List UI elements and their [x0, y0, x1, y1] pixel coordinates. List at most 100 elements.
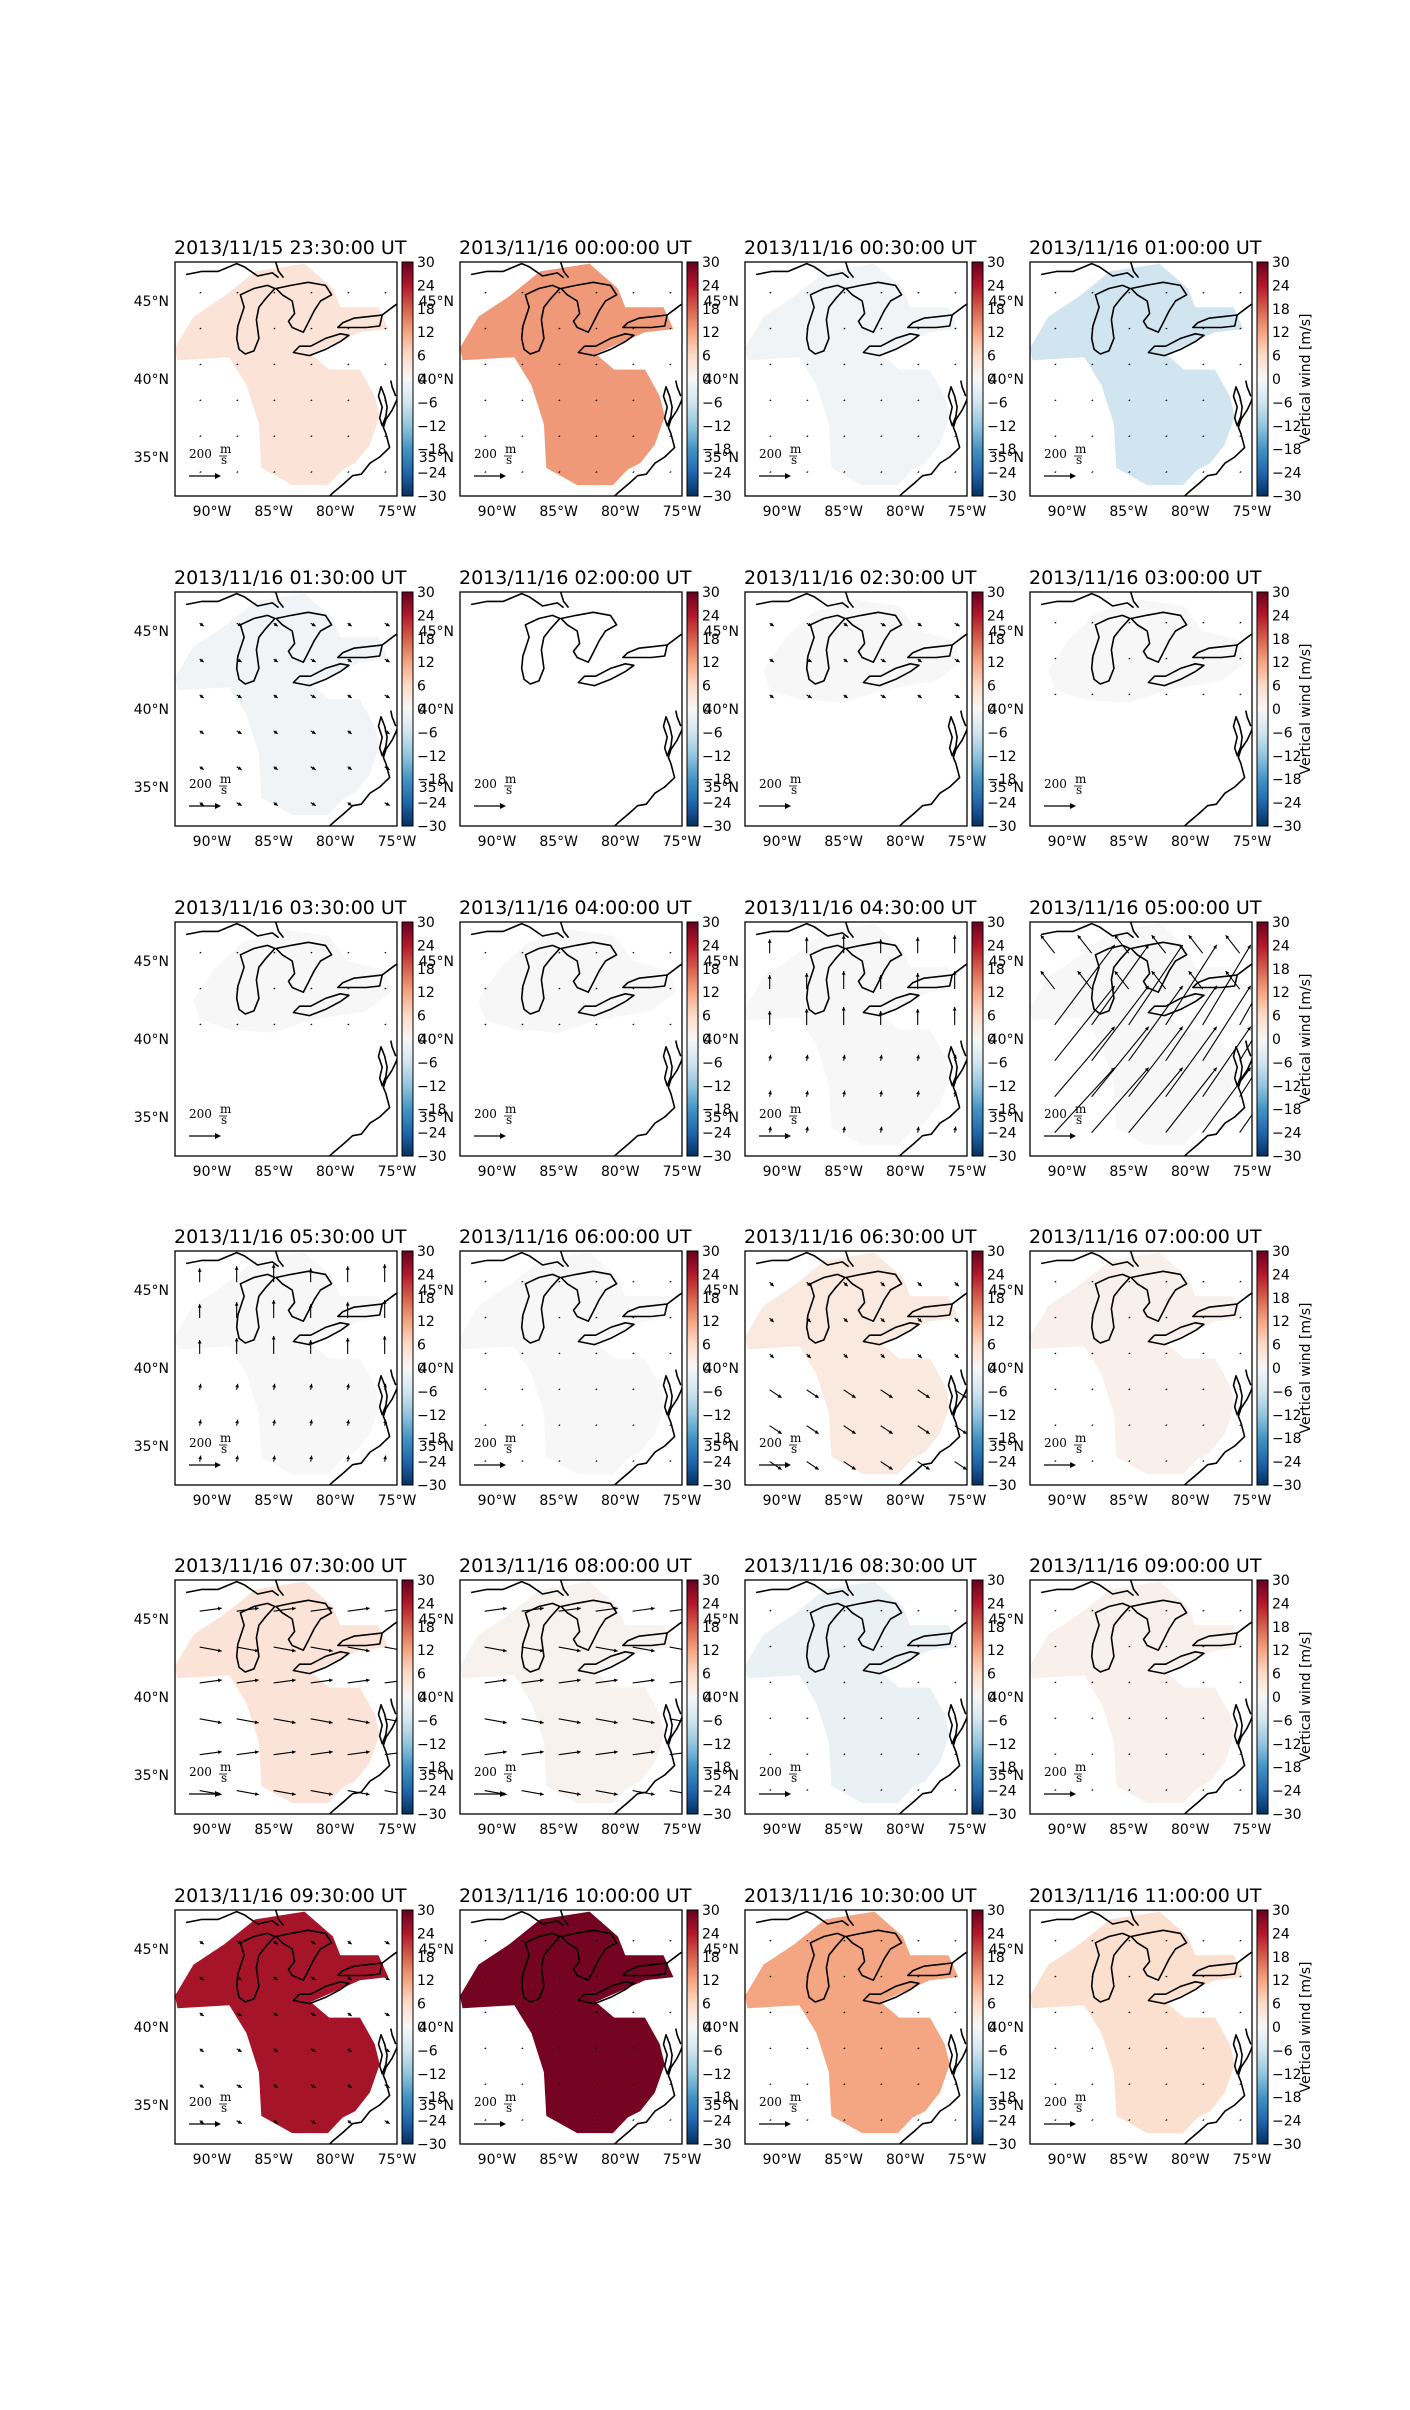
- wind-arrow-head: [235, 1419, 239, 1424]
- map-area: [175, 592, 397, 826]
- coastline-erie: [577, 333, 635, 357]
- wind-arrow: [1054, 399, 1057, 402]
- vertical-wind-region: [460, 263, 674, 486]
- wind-arrow-head: [308, 1339, 313, 1344]
- x-tick-label: 90°W: [1048, 1822, 1087, 1838]
- y-tick-label: 40°N: [419, 1032, 454, 1048]
- colorbar-tick-label: 12: [702, 655, 720, 671]
- wind-arrow: [1091, 1789, 1094, 1792]
- wind-arrow: [236, 1679, 259, 1684]
- colorbar-tick-label: 30: [417, 585, 435, 601]
- wind-arrow: [843, 435, 846, 438]
- y-tick-label: 35°N: [704, 1768, 739, 1784]
- wind-arrow-head: [1225, 971, 1230, 976]
- wind-arrow: [347, 327, 350, 330]
- wind-arrow-head: [1144, 1067, 1149, 1072]
- wind-arrow-head: [311, 2012, 316, 2016]
- wind-arrow-head: [273, 2048, 278, 2052]
- wind-arrow-head: [347, 1976, 352, 1981]
- wind-arrow: [484, 2119, 487, 2122]
- quiver-key-unit: m: [505, 1760, 517, 1774]
- colorbar: [401, 1909, 414, 2145]
- wind-arrow: [669, 1975, 672, 1978]
- y-tick-label: 40°N: [989, 1032, 1024, 1048]
- wind-arrow: [1202, 471, 1205, 474]
- colorbar-tick-label: 6: [987, 1667, 996, 1683]
- wind-arrow-head: [650, 1678, 655, 1683]
- wind-arrow: [595, 2119, 598, 2122]
- y-tick-label: 35°N: [134, 1768, 169, 1784]
- wind-arrow: [1225, 934, 1241, 954]
- coastline-delaware: [1245, 1698, 1252, 1715]
- colorbar-tick-label: 12: [417, 655, 435, 671]
- coastline-erie: [1147, 1322, 1205, 1346]
- wind-arrow: [954, 291, 957, 294]
- quiver-key-unit: s: [506, 1442, 512, 1456]
- quiver-key-unit: s: [1076, 1442, 1082, 1456]
- wind-arrow: [880, 1717, 883, 1720]
- wind-arrow-head: [879, 1054, 883, 1059]
- y-tick-label: 40°N: [134, 702, 169, 718]
- axes-frame: [459, 591, 683, 827]
- wind-arrow: [1202, 1460, 1205, 1463]
- wind-arrow: [669, 1023, 672, 1026]
- wind-arrow: [669, 2119, 672, 2122]
- y-tick-label: 45°N: [134, 624, 169, 640]
- colorbar-tick-label: −6: [987, 395, 1008, 411]
- wind-arrow: [236, 435, 239, 438]
- quiver-key-arrow-head: [215, 803, 221, 809]
- colorbar-tick-label: −30: [702, 2137, 732, 2153]
- wind-arrow-head: [878, 975, 883, 979]
- wind-arrow-head: [1213, 985, 1217, 990]
- colorbar-tick-label: 24: [702, 938, 720, 954]
- wind-arrow: [1091, 1352, 1094, 1355]
- wind-arrows: [769, 1281, 967, 1471]
- x-tick-label: 75°W: [948, 504, 987, 520]
- colorbar-tick-label: 6: [417, 1667, 426, 1683]
- vertical-wind-region: [1030, 1581, 1244, 1804]
- wind-arrow: [1165, 1424, 1168, 1427]
- colorbar-tick-label: −6: [1272, 1384, 1293, 1400]
- wind-arrow-head: [769, 1282, 774, 1287]
- wind-arrow: [1128, 1388, 1131, 1391]
- wind-arrow-head: [385, 766, 390, 770]
- colorbar-tick-label: 30: [702, 1244, 720, 1260]
- wind-arrow: [595, 951, 598, 954]
- colorbar-tick-label: 30: [417, 1244, 435, 1260]
- coastline-stlawrence: [951, 963, 967, 976]
- colorbar-tick-label: 0: [417, 1361, 426, 1377]
- wind-arrow: [384, 1646, 397, 1650]
- wind-arrow: [1202, 1789, 1205, 1792]
- colorbar-tick-label: 12: [1272, 1973, 1290, 1989]
- wind-arrow: [484, 1388, 487, 1391]
- colorbar: [1256, 1250, 1269, 1486]
- colorbar-tick-label: 12: [1272, 1643, 1290, 1659]
- wind-arrow: [917, 1681, 920, 1684]
- wind-arrow-head: [385, 1976, 390, 1981]
- wind-arrow-head: [767, 939, 772, 943]
- wind-arrow: [1054, 1067, 1116, 1133]
- x-tick-label: 85°W: [254, 1164, 293, 1180]
- wind-arrow: [384, 951, 387, 954]
- panel-title: 2013/11/16 09:30:00 UT: [174, 1885, 407, 1907]
- wind-arrow-head: [311, 2048, 316, 2052]
- wind-arrow: [484, 1280, 487, 1283]
- wind-arrow: [558, 1790, 581, 1796]
- wind-arrow: [384, 1790, 397, 1794]
- wind-arrow: [769, 291, 772, 294]
- colorbar-tick-label: 30: [987, 1903, 1005, 1919]
- wind-arrow: [769, 327, 772, 330]
- wind-arrow-head: [915, 937, 920, 941]
- wind-arrow-head: [385, 802, 390, 806]
- colorbar-tick-label: 30: [417, 915, 435, 931]
- colorbar-tick-label: 30: [987, 1573, 1005, 1589]
- vertical-wind-region: [175, 1252, 389, 1475]
- wind-arrow: [1091, 1609, 1094, 1612]
- coastline-atlantic: [898, 727, 967, 826]
- colorbar-tick-label: 12: [987, 655, 1005, 671]
- wind-arrow: [558, 1280, 561, 1283]
- quiver-key-value: 200: [189, 1765, 212, 1779]
- wind-arrow-head: [365, 1792, 370, 1796]
- wind-arrow-head: [843, 658, 848, 663]
